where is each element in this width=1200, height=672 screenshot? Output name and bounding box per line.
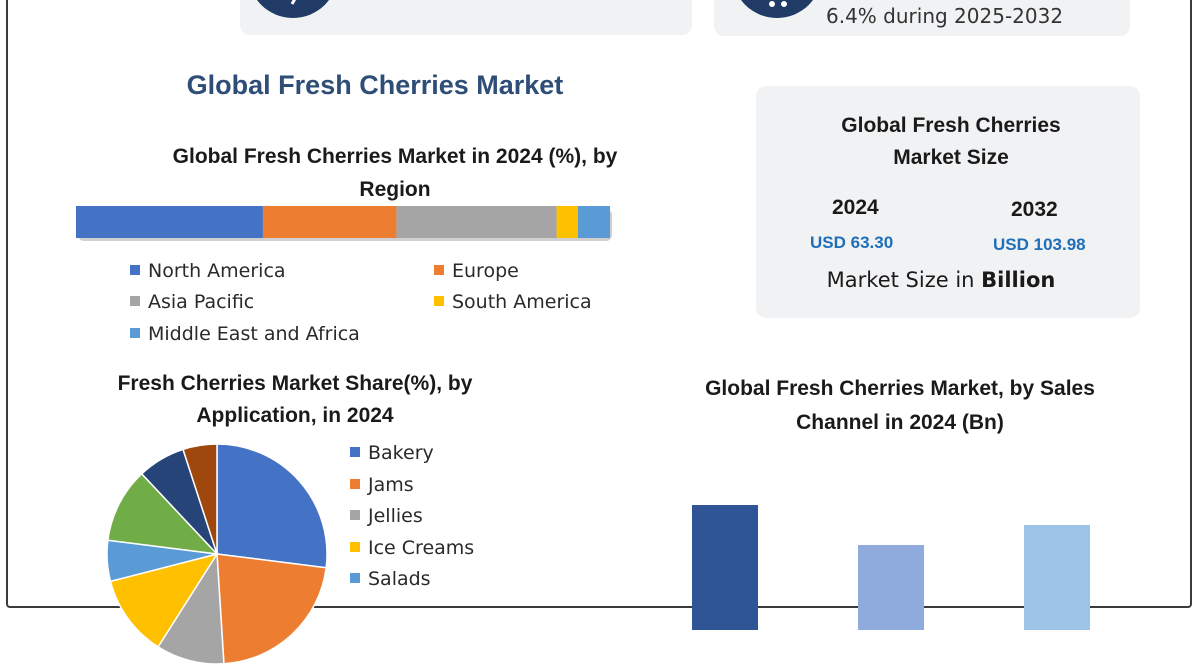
application-chart-title: Fresh Cherries Market Share(%), by Appli… xyxy=(60,368,530,432)
legend-swatch xyxy=(434,265,444,275)
legend-swatch xyxy=(350,447,360,457)
legend-label: South America xyxy=(452,291,592,313)
application-title-line1: Fresh Cherries Market Share(%), by xyxy=(117,372,473,395)
region-segment-1 xyxy=(262,206,397,238)
region-legend: North America Europe Asia Pacific South Ame… xyxy=(130,260,650,355)
legend-swatch xyxy=(130,265,140,275)
year-2032: 2032 xyxy=(1011,198,1058,221)
region-legend-item: Europe xyxy=(434,260,519,282)
region-segment-3 xyxy=(556,206,578,238)
region-title-line2: Region xyxy=(359,178,431,201)
pie-slice-1 xyxy=(216,553,327,665)
legend-label: North America xyxy=(148,260,286,282)
sales-bar-1 xyxy=(858,545,924,630)
sales-chart-title: Global Fresh Cherries Market, by Sales C… xyxy=(660,372,1140,440)
value-2024: USD 63.30 xyxy=(810,233,894,252)
legend-label: Salads xyxy=(368,568,431,590)
legend-swatch xyxy=(350,510,360,520)
pie-slice-7 xyxy=(182,443,218,555)
legend-swatch xyxy=(434,296,444,306)
region-segment-2 xyxy=(396,206,557,238)
legend-label: Jellies xyxy=(368,505,423,527)
value-2032: USD 103.98 xyxy=(993,235,1086,254)
region-legend-item: Middle East and Africa xyxy=(130,323,360,345)
sales-title-line2: Channel in 2024 (Bn) xyxy=(796,411,1004,434)
market-size-title-line1: Global Fresh Cherries xyxy=(841,114,1061,137)
application-title-line2: Application, in 2024 xyxy=(196,404,394,427)
legend-swatch xyxy=(350,478,360,489)
unit-bold: Billion xyxy=(981,268,1056,292)
market-size-unit: Market Size in Billion xyxy=(756,268,1126,292)
growth-icon xyxy=(732,0,822,18)
market-size-title: Global Fresh Cherries Market Size xyxy=(756,110,1146,174)
sales-title-line1: Global Fresh Cherries Market, by Sales xyxy=(705,377,1095,400)
region-legend-item: North America xyxy=(130,260,286,282)
application-legend-item: Ice Creams xyxy=(350,537,474,559)
legend-label: Asia Pacific xyxy=(148,291,255,313)
sales-bar-2 xyxy=(1024,525,1090,630)
application-legend-item: Salads xyxy=(350,568,431,590)
year-2024: 2024 xyxy=(832,196,879,219)
application-legend-item: Jellies xyxy=(350,505,423,527)
region-legend-item: Asia Pacific xyxy=(130,291,254,313)
legend-swatch xyxy=(130,296,140,306)
region-segment-0 xyxy=(76,206,263,238)
legend-swatch xyxy=(350,541,360,552)
region-chart-title: Global Fresh Cherries Market in 2024 (%)… xyxy=(110,140,680,206)
legend-swatch xyxy=(350,573,360,583)
market-size-title-line2: Market Size xyxy=(893,146,1009,169)
application-pie-chart xyxy=(106,443,328,665)
application-legend-item: Bakery xyxy=(350,442,434,464)
legend-label: Jams xyxy=(368,473,414,496)
sales-bar-chart xyxy=(692,505,1090,630)
market-size-card xyxy=(756,86,1140,318)
legend-label: Middle East and Africa xyxy=(148,323,360,345)
pie-slice-0 xyxy=(216,443,328,569)
chart-icon xyxy=(248,0,338,18)
pie-slice-5 xyxy=(107,472,219,556)
region-segment-4 xyxy=(577,206,610,238)
cagr-text: 6.4% during 2025-2032 xyxy=(826,4,1064,28)
legend-label: Bakery xyxy=(368,442,434,464)
application-legend-item: Jams xyxy=(350,474,414,496)
page-title: Global Fresh Cherries Market xyxy=(186,70,564,100)
region-title-line1: Global Fresh Cherries Market in 2024 (%)… xyxy=(172,145,618,168)
sales-bar-0 xyxy=(692,505,758,630)
legend-label: Ice Creams xyxy=(368,536,475,559)
application-legend: Bakery Jams Jellies Ice Creams Salads xyxy=(350,442,510,600)
region-legend-item: South America xyxy=(434,291,592,313)
region-stacked-bar xyxy=(76,206,612,241)
legend-label: Europe xyxy=(452,260,519,282)
legend-swatch xyxy=(130,328,140,338)
unit-prefix: Market Size in xyxy=(826,268,982,292)
